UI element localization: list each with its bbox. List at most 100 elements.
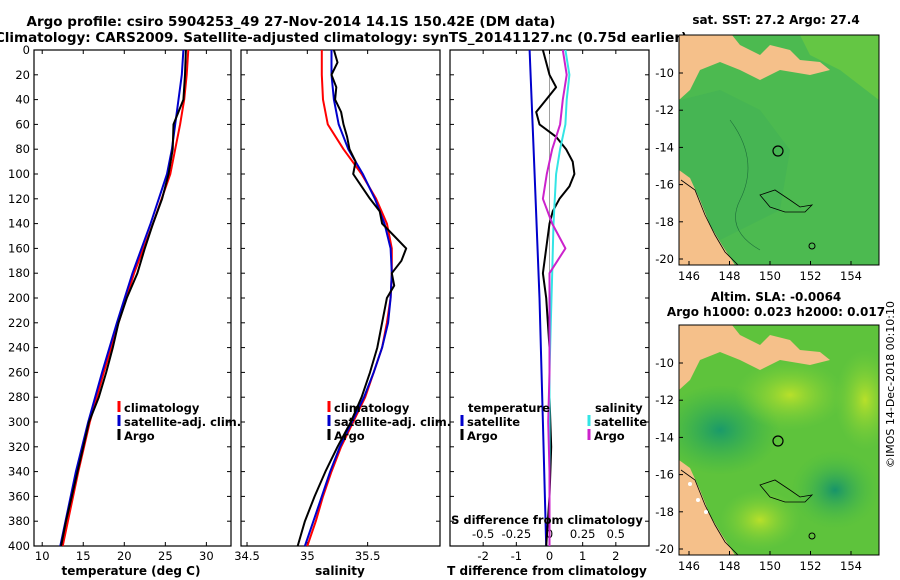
- depth-tick-label: 120: [8, 192, 30, 206]
- x-tick-label: 20: [117, 549, 132, 563]
- map-lat-label: -14: [655, 140, 674, 154]
- x-tick-label: 10: [35, 549, 50, 563]
- credit-text: ©IMOS 14-Dec-2018 00:10:10: [884, 301, 897, 468]
- sla-white-dot: [696, 498, 700, 502]
- depth-tick-label: 220: [8, 316, 30, 330]
- x2-tick-label: -0.5: [472, 527, 494, 541]
- map-lat-label: -14: [655, 430, 674, 444]
- legend-sat-label: satellite-adj. clim.: [124, 415, 241, 429]
- legend-temperature-head: temperature: [468, 401, 550, 415]
- depth-tick-label: 200: [8, 291, 30, 305]
- difference-xlabel: T difference from climatology: [447, 564, 647, 578]
- series-line-climatology: [306, 50, 393, 547]
- sla-map-title-1: Altim. SLA: -0.0064: [711, 290, 842, 304]
- difference-x2label: S difference from climatology: [451, 513, 643, 527]
- depth-tick-label: 0: [23, 43, 30, 57]
- series-line-argo: [296, 49, 408, 547]
- map-lat-label: -10: [655, 66, 674, 80]
- x-tick-label: 1: [579, 549, 586, 563]
- temperature-plot-frame: [33, 49, 232, 547]
- legend-s-argo-label: Argo: [594, 429, 625, 443]
- x-tick-label: 35: [300, 549, 315, 563]
- depth-tick-label: 360: [8, 489, 30, 503]
- sla-high-anomaly-east: [835, 350, 879, 450]
- x-tick-label: 0: [546, 549, 553, 563]
- map-lon-label: 152: [800, 559, 822, 573]
- legend-t-sat-label: satellite: [467, 415, 520, 429]
- map-lat-label: -10: [655, 356, 674, 370]
- sst-bathy-contour: [729, 119, 761, 251]
- sla-low-anomaly-east: [790, 450, 879, 530]
- sst-map-title: sat. SST: 27.2 Argo: 27.4: [692, 13, 859, 27]
- depth-axis: 0 20 40 60 80 100 120 140 160 180 200 220 240 260 280 3…: [8, 43, 649, 553]
- map-lon-label: 150: [759, 269, 781, 283]
- map-lat-label: -20: [655, 252, 674, 266]
- x2-tick-label: 0.5: [607, 527, 625, 541]
- sst-argo-location-marker: [772, 145, 784, 157]
- depth-tick-label: 100: [8, 167, 30, 181]
- temperature-legend: climatology satellite-adj. clim. Argo: [117, 401, 241, 443]
- map-lon-label: 150: [759, 559, 781, 573]
- series-line-temperature-satellite: [528, 49, 548, 547]
- sst-land-png: [679, 35, 830, 100]
- depth-tick-label: 340: [8, 465, 30, 479]
- difference-legend: temperature satellite Argo salinity sate…: [460, 401, 647, 443]
- sla-argo-location-marker: [772, 435, 784, 447]
- salinity-plot: 34.5 35 35.5: [234, 49, 408, 563]
- map-lon-label: 146: [678, 559, 700, 573]
- sla-reef-contour: [759, 479, 814, 503]
- x-tick-label: 34.5: [234, 549, 260, 563]
- sst-map: [679, 35, 879, 265]
- title-line-1: Argo profile: csiro 5904253_49 27-Nov-20…: [27, 14, 556, 30]
- depth-tick-label: 20: [15, 68, 30, 82]
- map-lon-label: 146: [678, 269, 700, 283]
- sla-map-frame: [678, 324, 880, 556]
- depth-tick-label: 60: [15, 117, 30, 131]
- legend-salinity-head: salinity: [595, 401, 643, 415]
- sla-small-marker: [808, 532, 816, 540]
- map-lat-label: -16: [655, 178, 674, 192]
- depth-tick-label: 80: [15, 142, 30, 156]
- legend-argo-label: Argo: [124, 429, 155, 443]
- legend-argo-label: Argo: [334, 429, 365, 443]
- map-lon-label: 152: [800, 269, 822, 283]
- map-axes: -10 -12 -14 -16 -18 -20 146 148 150 152 154 -10 -12 -…: [655, 66, 862, 573]
- depth-tick-label: 40: [15, 93, 30, 107]
- x-tick-label: -2: [477, 549, 488, 563]
- x-tick-label: 2: [612, 549, 619, 563]
- depth-tick-label: 320: [8, 440, 30, 454]
- x2-tick-label: 0.25: [570, 527, 596, 541]
- x-tick-label: 25: [158, 549, 173, 563]
- map-lon-label: 148: [719, 559, 741, 573]
- sla-coast-contour: [680, 469, 739, 555]
- map-lat-label: -12: [655, 103, 674, 117]
- x-tick-label: 15: [76, 549, 91, 563]
- sst-cool-patch: [680, 90, 790, 240]
- depth-tick-label: 240: [8, 341, 30, 355]
- x-tick-label: -1: [511, 549, 522, 563]
- map-lon-label: 154: [840, 269, 862, 283]
- depth-tick-label: 180: [8, 266, 30, 280]
- sla-map-title-2: Argo h1000: 0.023 h2000: 0.017: [667, 305, 885, 319]
- depth-tick-label: 160: [8, 241, 30, 255]
- sla-map: [679, 325, 879, 555]
- temperature-plot: 10 15 20 25 30: [35, 49, 214, 563]
- depth-tick-label: 260: [8, 365, 30, 379]
- sla-high-anomaly-south: [720, 490, 800, 550]
- depth-tick-label: 380: [8, 514, 30, 528]
- depth-tick-label: 280: [8, 390, 30, 404]
- sla-white-dot: [688, 482, 692, 486]
- title-line-2: Climatology: CARS2009. Satellite-adjuste…: [0, 30, 687, 46]
- salinity-plot-frame: [240, 49, 441, 547]
- x2-tick-label: -0.25: [501, 527, 531, 541]
- map-lat-label: -20: [655, 542, 674, 556]
- sla-land-png: [679, 325, 830, 390]
- series-line-temperature-argo: [535, 49, 576, 547]
- salinity-legend: climatology satellite-adj. clim. Argo: [327, 401, 451, 443]
- sla-high-anomaly-north: [735, 360, 845, 430]
- legend-sat-label: satellite-adj. clim.: [334, 415, 451, 429]
- legend-clim-label: climatology: [334, 401, 410, 415]
- sst-reef-contour: [759, 189, 814, 213]
- sst-coast-contour: [680, 179, 739, 265]
- difference-plot: -2 -1 0 1 2-0.5 -0.25 0 0.25 0.5: [472, 49, 625, 563]
